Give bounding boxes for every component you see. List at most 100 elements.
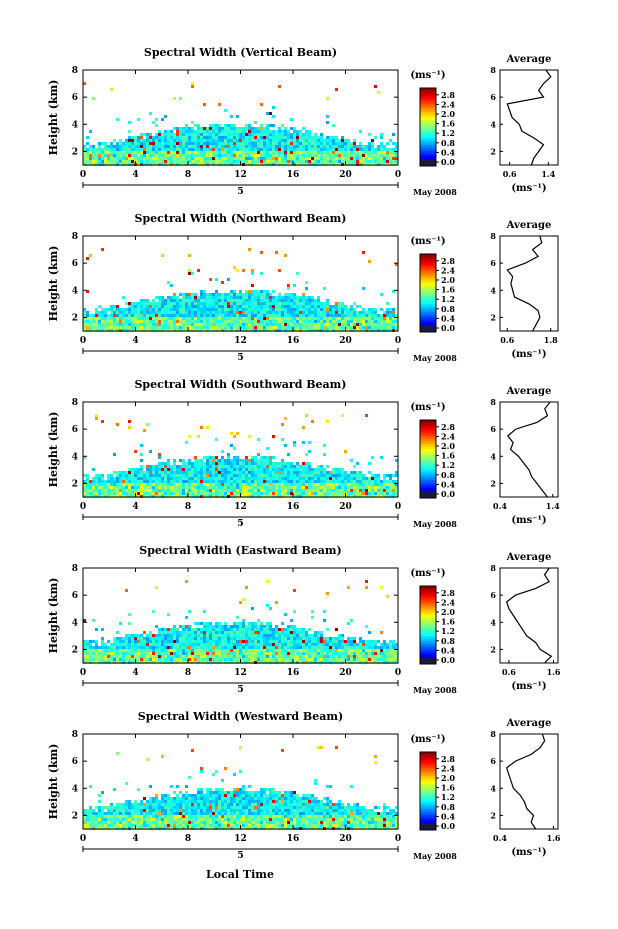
heatmap-cell (158, 471, 161, 474)
heatmap-cell (140, 471, 143, 474)
heatmap-cell (212, 474, 215, 477)
heatmap-cell (263, 456, 266, 459)
heatmap-cell (125, 323, 128, 326)
heatmap-cell (338, 148, 341, 151)
heatmap-cell (368, 462, 371, 465)
heatmap-cell (206, 320, 209, 323)
heatmap-cell (86, 160, 89, 163)
heatmap-cell (248, 483, 251, 486)
heatmap-cell (209, 459, 212, 462)
heatmap-cell (275, 643, 278, 646)
heatmap-cell (182, 154, 185, 157)
heatmap-cell (197, 646, 200, 649)
heatmap-cell (266, 160, 269, 163)
heatmap-cell (98, 658, 101, 661)
heatmap-cell (170, 317, 173, 320)
heatmap-cell (311, 468, 314, 471)
heatmap-cell (131, 308, 134, 311)
heatmap-cell (221, 160, 224, 163)
heatmap-cell (236, 432, 239, 435)
heatmap-cell (305, 296, 308, 299)
heatmap-cell (236, 649, 239, 652)
heatmap-cell (362, 154, 365, 157)
heatmap-cell (170, 643, 173, 646)
heatmap-cell (170, 646, 173, 649)
heatmap-cell (149, 471, 152, 474)
heatmap-cell (275, 308, 278, 311)
heatmap-cell (221, 631, 224, 634)
heatmap-cell (266, 462, 269, 465)
heatmap-cell (179, 130, 182, 133)
heatmap-cell (128, 320, 131, 323)
heatmap-cell (176, 646, 179, 649)
heatmap-cell (173, 649, 176, 652)
heatmap-cell (293, 640, 296, 643)
heatmap-cell (323, 477, 326, 480)
heatmap-cell (176, 320, 179, 323)
heatmap-cell (275, 474, 278, 477)
heatmap-cell (227, 453, 230, 456)
heatmap-cell (170, 136, 173, 139)
heatmap-cell (98, 646, 101, 649)
heatmap-cell (263, 305, 266, 308)
heatmap-cell (230, 471, 233, 474)
heatmap-cell (197, 127, 200, 130)
heatmap-cell (224, 465, 227, 468)
heatmap-cell (245, 483, 248, 486)
heatmap-cell (383, 326, 386, 329)
heatmap-cell (131, 655, 134, 658)
heatmap-cell (182, 462, 185, 465)
heatmap-cell (161, 658, 164, 661)
heatmap-cell (266, 474, 269, 477)
colorbar-frame (419, 87, 437, 167)
heatmap-cell (188, 269, 191, 272)
colorbar-unit: (ms⁻¹) (410, 402, 445, 413)
heatmap-cell (188, 308, 191, 311)
heatmap-cell (245, 646, 248, 649)
average-title: Average (506, 386, 552, 397)
heatmap-cell (359, 314, 362, 317)
heatmap-cell (347, 311, 350, 314)
heatmap-cell (287, 489, 290, 492)
heatmap-cell (128, 323, 131, 326)
heatmap-cell (170, 634, 173, 637)
heatmap-cell (197, 480, 200, 483)
heatmap-cell (164, 468, 167, 471)
heatmap-cell (239, 655, 242, 658)
heatmap-cell (203, 456, 206, 459)
heatmap-cell (152, 474, 155, 477)
heatmap-cell (281, 305, 284, 308)
heatmap-cell (269, 625, 272, 628)
heatmap-cell (119, 622, 122, 625)
heatmap-cell (206, 326, 209, 329)
heatmap-cell (236, 643, 239, 646)
heatmap-cell (353, 142, 356, 145)
heatmap-cell (284, 305, 287, 308)
heatmap-cell (224, 308, 227, 311)
heatmap-cell (230, 305, 233, 308)
heatmap-cell (329, 145, 332, 148)
heatmap-cell (392, 320, 395, 323)
heatmap-cell (158, 157, 161, 160)
heatmap-cell (116, 477, 119, 480)
colorbar-segment (420, 285, 436, 289)
heatmap-cell (176, 323, 179, 326)
heatmap-cell (272, 486, 275, 489)
heatmap-cell (278, 317, 281, 320)
heatmap-cell (380, 308, 383, 311)
heatmap-cell (218, 637, 221, 640)
heatmap-cell (227, 628, 230, 631)
heatmap-cell (206, 462, 209, 465)
heatmap-cell (275, 130, 278, 133)
heatmap-cell (305, 658, 308, 661)
heatmap-cell (308, 465, 311, 468)
heatmap-cell (224, 299, 227, 302)
y-tick-label: 2 (72, 147, 78, 157)
heatmap-cell (170, 296, 173, 299)
heatmap-cell (341, 649, 344, 652)
heatmap-cell (320, 480, 323, 483)
heatmap-cell (284, 658, 287, 661)
heatmap-cell (122, 308, 125, 311)
heatmap-cell (254, 646, 257, 649)
heatmap-cell (353, 480, 356, 483)
